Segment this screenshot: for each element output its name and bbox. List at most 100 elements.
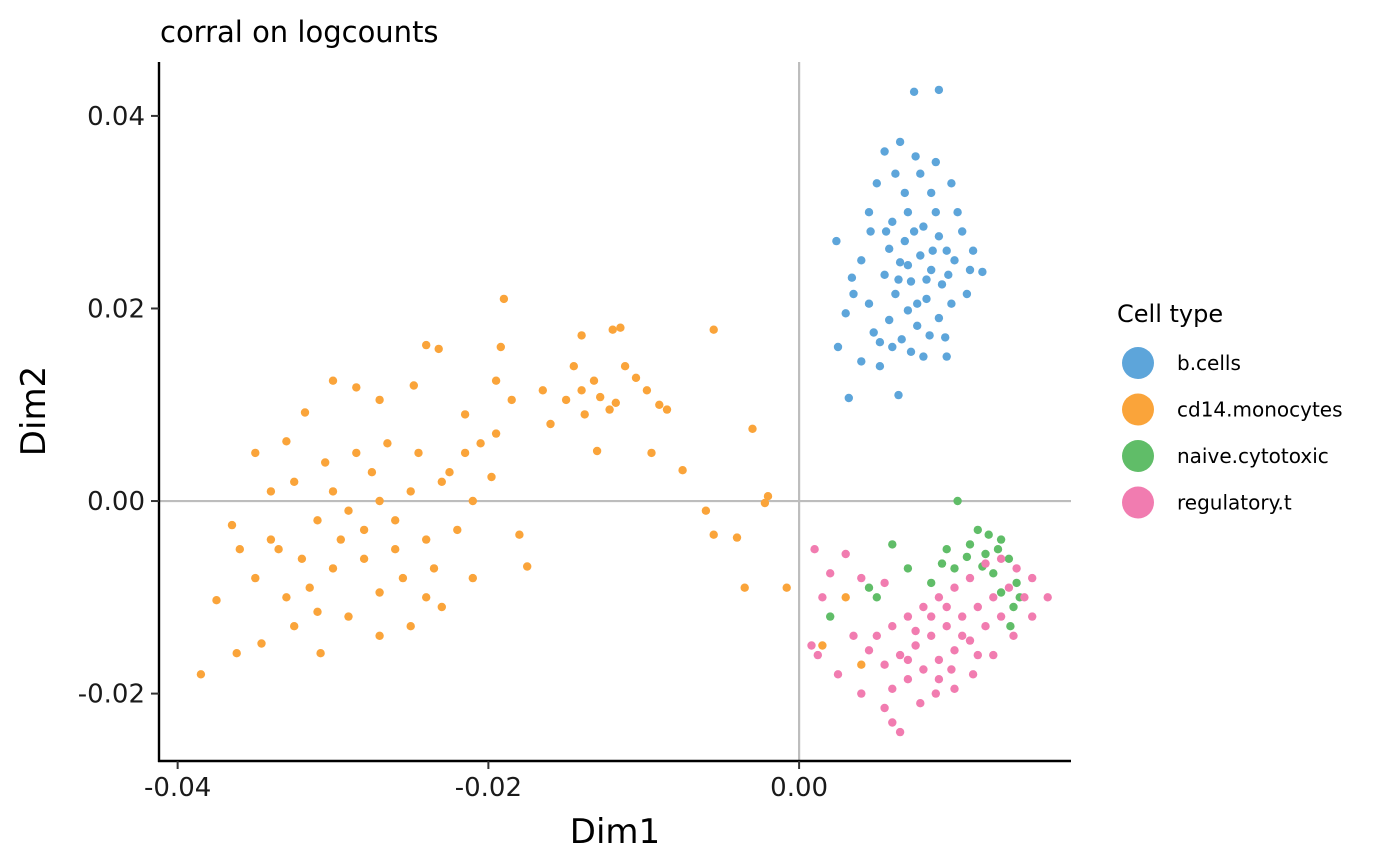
data-point [352, 383, 361, 392]
data-point [981, 559, 990, 568]
data-point [880, 270, 889, 279]
data-point [981, 549, 990, 559]
data-point [422, 535, 431, 544]
legend-items: b.cells cd14.monocytes naive.cytotoxic regu… [1122, 347, 1343, 519]
data-point [942, 602, 951, 612]
data-point [894, 390, 903, 400]
data-point [875, 338, 885, 347]
y-tick-label: 0.04 [87, 102, 145, 132]
data-point [1028, 612, 1037, 621]
legend-item-naive-cytotoxic: naive.cytotoxic [1122, 440, 1329, 472]
data-point [942, 246, 951, 255]
data-point [900, 188, 909, 198]
data-point [942, 545, 951, 554]
legend-item-b-cells: b.cells [1122, 347, 1241, 379]
legend-label: regulatory.t [1177, 491, 1292, 515]
data-point [468, 573, 477, 583]
data-point [406, 622, 415, 631]
data-point [928, 246, 937, 255]
data-point [833, 342, 843, 352]
legend-item-cd14-monocytes: cd14.monocytes [1122, 393, 1343, 426]
data-point [468, 496, 477, 506]
data-point [885, 315, 894, 325]
data-point [931, 689, 940, 698]
data-point [973, 525, 982, 535]
data-point [875, 362, 885, 371]
data-point [942, 352, 951, 361]
data-point [864, 299, 874, 308]
data-point [978, 267, 987, 277]
legend-item-regulatory-t: regulatory.t [1122, 486, 1292, 519]
data-point [437, 602, 446, 612]
data-point [409, 381, 418, 390]
data-point [826, 569, 835, 578]
data-point [989, 650, 998, 660]
data-point [947, 179, 956, 188]
data-point [857, 357, 866, 366]
data-point [1028, 573, 1037, 583]
data-point [947, 665, 956, 674]
data-point [950, 646, 959, 655]
data-point [782, 583, 791, 592]
data-point [507, 395, 516, 405]
data-point [934, 675, 944, 684]
data-point [760, 498, 770, 508]
y-axis-title: Dim2 [14, 366, 54, 456]
data-point [647, 448, 656, 458]
data-point [913, 321, 922, 330]
data-point [909, 227, 919, 236]
data-point [282, 593, 291, 602]
data-point [973, 650, 982, 660]
data-point [847, 273, 857, 282]
data-point [996, 554, 1006, 563]
data-point [282, 437, 291, 446]
data-point [375, 631, 384, 640]
data-point [895, 258, 905, 267]
data-point [903, 564, 913, 573]
data-point [445, 468, 454, 477]
data-point [453, 525, 462, 535]
data-point [903, 261, 913, 270]
data-point [476, 439, 485, 448]
data-point [391, 516, 400, 525]
data-point [359, 554, 369, 563]
y-tick-label: 0.00 [87, 487, 145, 517]
data-point [864, 208, 874, 217]
x-tick-label: -0.02 [455, 773, 522, 803]
chart-title: corral on logcounts [160, 15, 439, 49]
data-point [888, 342, 897, 352]
data-point [300, 408, 310, 417]
legend-label: cd14.monocytes [1177, 398, 1343, 422]
data-point [577, 386, 586, 395]
data-point [631, 373, 641, 382]
data-point [844, 393, 853, 403]
data-point [872, 179, 881, 188]
data-point [934, 232, 944, 241]
data-point [906, 347, 916, 356]
data-point [958, 612, 967, 621]
data-point [947, 299, 956, 308]
data-point [934, 313, 944, 323]
data-point [251, 573, 260, 583]
y-tick-label: -0.02 [78, 680, 145, 710]
data-point [911, 152, 920, 161]
data-point [732, 533, 742, 542]
data-point [927, 265, 936, 275]
data-point [866, 227, 875, 236]
data-point [880, 703, 889, 713]
data-point [950, 583, 959, 592]
data-point [906, 277, 916, 286]
data-point [888, 718, 897, 727]
data-point [316, 649, 325, 658]
data-point [398, 573, 408, 583]
data-point [965, 573, 975, 583]
data-point [336, 535, 345, 544]
data-point [916, 699, 925, 708]
data-point [927, 188, 936, 198]
data-point [989, 593, 998, 602]
data-point [1009, 631, 1018, 640]
data-point [589, 376, 599, 385]
data-point [662, 405, 672, 414]
data-point [934, 655, 944, 665]
data-point [897, 335, 906, 344]
